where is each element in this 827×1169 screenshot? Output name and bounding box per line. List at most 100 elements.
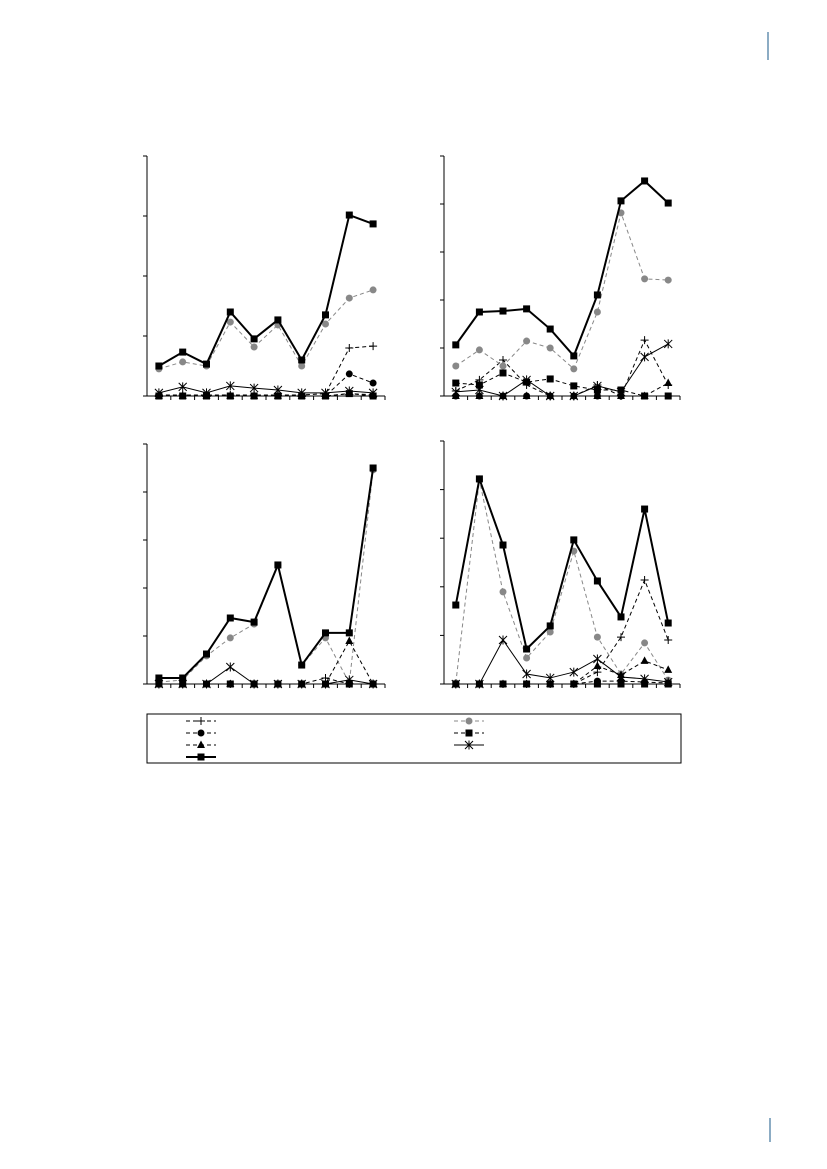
data-point [250, 343, 258, 351]
data-point [593, 668, 602, 677]
data-point [250, 618, 258, 626]
data-point [344, 386, 354, 396]
data-point [225, 662, 235, 672]
data-point [249, 383, 259, 393]
data-point [298, 356, 306, 364]
data-point [664, 665, 673, 673]
data-point [545, 673, 555, 683]
data-point [640, 352, 649, 362]
data-point [226, 614, 234, 622]
data-point [451, 679, 461, 689]
data-point [154, 388, 164, 398]
data-point [322, 311, 329, 319]
data-point [249, 679, 259, 689]
data-point [202, 679, 211, 689]
data-point [641, 639, 649, 647]
data-point [593, 654, 602, 664]
data-point [451, 387, 461, 397]
data-point [369, 220, 377, 228]
series-line [158, 213, 374, 367]
series-line [158, 385, 374, 394]
data-point [368, 679, 378, 689]
data-point [570, 382, 578, 390]
data-point [274, 316, 282, 324]
data-point [322, 629, 329, 637]
series-line [158, 469, 374, 685]
data-point [664, 636, 673, 645]
data-point [369, 464, 377, 472]
data-point [322, 320, 329, 328]
data-point [345, 629, 353, 637]
data-point [546, 344, 554, 352]
data-point [641, 505, 649, 513]
data-point [226, 679, 235, 687]
data-point [593, 633, 601, 641]
data-point [179, 674, 187, 682]
legend-box [146, 713, 682, 764]
data-point [617, 680, 625, 688]
data-point [546, 679, 555, 687]
data-point [664, 392, 672, 400]
data-point [179, 348, 187, 356]
data-point [274, 561, 282, 569]
data-point [499, 588, 507, 596]
legend-marker [465, 729, 473, 737]
data-point [569, 391, 579, 401]
data-point [155, 362, 163, 370]
data-point [297, 679, 307, 689]
data-point [475, 381, 483, 389]
data-point [593, 577, 601, 585]
series-line [158, 393, 374, 397]
data-point [593, 661, 602, 670]
data-point [617, 613, 625, 621]
data-point [640, 674, 649, 684]
data-point [522, 391, 531, 399]
data-point [179, 358, 187, 366]
data-point [641, 177, 649, 185]
data-point [640, 656, 649, 664]
data-point [545, 391, 555, 401]
data-point [273, 391, 282, 399]
series-line [158, 373, 374, 397]
data-point [475, 308, 483, 316]
data-point [452, 341, 460, 349]
data-point [345, 344, 354, 352]
series-line [455, 639, 669, 685]
legend-marker [197, 740, 205, 748]
data-point [498, 635, 508, 645]
data-point [569, 667, 579, 677]
data-point [203, 360, 210, 368]
legend-marker [197, 753, 205, 761]
series-line [454, 475, 670, 651]
data-point [178, 391, 187, 399]
data-point [499, 362, 507, 370]
data-point [523, 305, 531, 313]
series-line [455, 382, 669, 397]
data-point [523, 337, 531, 345]
data-point [155, 674, 163, 682]
data-point [664, 378, 673, 387]
data-point [546, 325, 554, 333]
data-point [569, 679, 578, 687]
series-line [455, 660, 669, 685]
legend-marker [465, 717, 473, 725]
data-point [321, 679, 330, 689]
data-point [522, 375, 531, 385]
data-point [226, 318, 234, 326]
data-point [226, 308, 234, 316]
series-line [158, 345, 374, 396]
data-point [225, 381, 235, 391]
data-point [369, 342, 378, 351]
series-line [454, 179, 669, 358]
data-point [499, 369, 507, 377]
data-point [593, 391, 602, 399]
data-point [593, 308, 601, 316]
data-point [663, 339, 673, 349]
data-point [297, 388, 307, 398]
data-point [203, 650, 210, 658]
series-line [455, 211, 669, 370]
legend-marker [197, 729, 205, 737]
data-point [321, 388, 330, 398]
data-point [616, 672, 626, 682]
